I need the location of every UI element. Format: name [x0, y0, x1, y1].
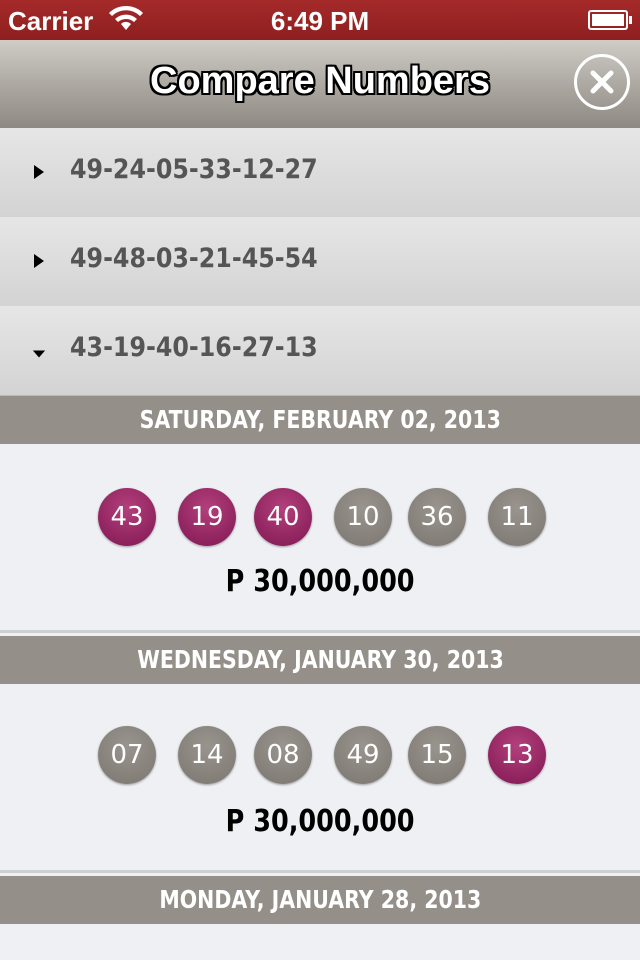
- combination-row-2[interactable]: 49-48-03-21-45-54: [0, 217, 640, 307]
- disclosure-collapsed-icon: [34, 254, 44, 268]
- draw-date: WEDNESDAY, JANUARY 30, 2013: [136, 645, 504, 674]
- combination-numbers: 49-48-03-21-45-54: [70, 243, 318, 274]
- ball: 19: [178, 488, 236, 546]
- draw-date: SATURDAY, FEBRUARY 02, 2013: [139, 405, 501, 434]
- navigation-bar: Compare Numbers: [0, 40, 640, 129]
- draw-date: MONDAY, JANUARY 28, 2013: [159, 885, 481, 914]
- combination-row-1[interactable]: 49-24-05-33-12-27: [0, 128, 640, 218]
- draw-result-panel: 07 14 08 49 15 13 P 30,000,000: [0, 684, 640, 873]
- ball: 40: [254, 488, 312, 546]
- draw-date-header: MONDAY, JANUARY 28, 2013: [0, 876, 640, 924]
- page-title: Compare Numbers: [150, 60, 490, 102]
- wifi-icon: [109, 5, 143, 30]
- prize-text: P 30,000,000: [225, 804, 415, 839]
- ball: 14: [178, 726, 236, 784]
- status-bar: Carrier 6:49 PM: [0, 0, 640, 40]
- clock: 6:49 PM: [270, 6, 370, 36]
- combination-row-3[interactable]: 43-19-40-16-27-13: [0, 306, 640, 396]
- draw-date-header: WEDNESDAY, JANUARY 30, 2013: [0, 636, 640, 684]
- ball: 07: [98, 726, 156, 784]
- ball: 10: [334, 488, 392, 546]
- draw-date-header: SATURDAY, FEBRUARY 02, 2013: [0, 396, 640, 444]
- disclosure-expanded-icon: [32, 350, 46, 358]
- close-icon: [590, 70, 614, 94]
- close-button[interactable]: [574, 54, 630, 110]
- prize-amount: P 30,000,000: [0, 564, 640, 599]
- draw-result-panel: [0, 924, 640, 960]
- battery-icon: [588, 10, 632, 30]
- ball: 13: [488, 726, 546, 784]
- ball: 49: [334, 726, 392, 784]
- prize-amount: P 30,000,000: [0, 804, 640, 839]
- ball: 36: [408, 488, 466, 546]
- ball: 11: [488, 488, 546, 546]
- carrier-label: Carrier: [8, 6, 94, 36]
- prize-text: P 30,000,000: [225, 564, 415, 599]
- ball: 43: [98, 488, 156, 546]
- ball: 08: [254, 726, 312, 784]
- draw-result-panel: 43 19 40 10 36 11 P 30,000,000: [0, 444, 640, 633]
- disclosure-collapsed-icon: [34, 165, 44, 179]
- combination-numbers: 43-19-40-16-27-13: [70, 332, 318, 363]
- combination-numbers: 49-24-05-33-12-27: [70, 154, 318, 185]
- ball: 15: [408, 726, 466, 784]
